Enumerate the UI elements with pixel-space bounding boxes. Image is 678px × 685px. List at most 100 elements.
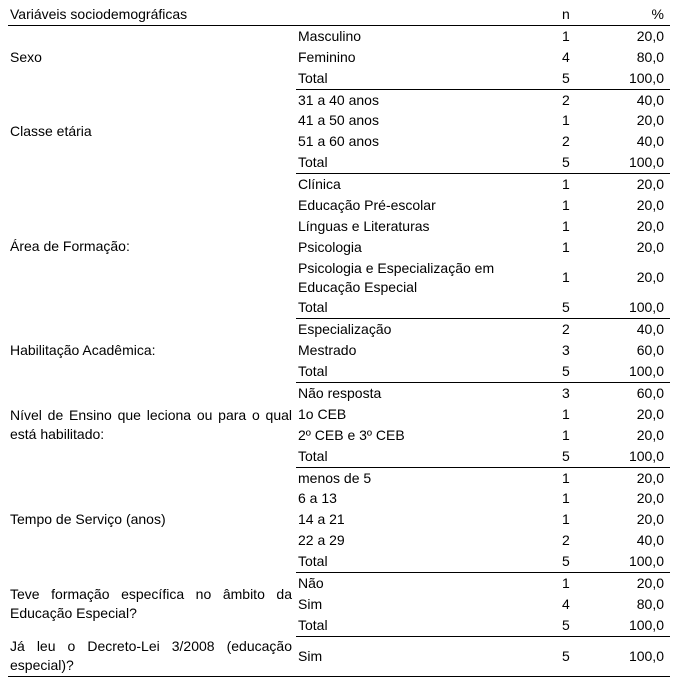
row-sub: Educação Pré-escolar	[296, 195, 556, 216]
row-n: 5	[556, 68, 606, 89]
row-pct: 40,0	[606, 131, 670, 152]
row-n: 1	[556, 467, 606, 488]
row-pct: 20,0	[606, 488, 670, 509]
row-n: 3	[556, 340, 606, 361]
row-pct: 60,0	[606, 383, 670, 404]
row-pct: 40,0	[606, 89, 670, 110]
table-row: SexoMasculino120,0	[8, 25, 670, 46]
row-n: 3	[556, 383, 606, 404]
table-row: Classe etária31 a 40 anos240,0	[8, 89, 670, 110]
table-row: Nível de Ensino que leciona ou para o qu…	[8, 383, 670, 404]
section-label: Tempo de Serviço (anos)	[8, 467, 296, 572]
row-n: 2	[556, 319, 606, 340]
row-n: 1	[556, 237, 606, 258]
row-pct: 20,0	[606, 467, 670, 488]
row-n: 4	[556, 47, 606, 68]
row-pct: 100,0	[606, 361, 670, 382]
table-row: Tempo de Serviço (anos)menos de 5120,0	[8, 467, 670, 488]
row-sub: Psicologia e Especialização em Educação …	[296, 258, 556, 298]
row-pct: 100,0	[606, 636, 670, 676]
header-n: n	[556, 4, 606, 25]
row-pct: 100,0	[606, 446, 670, 467]
row-pct: 20,0	[606, 174, 670, 195]
row-n: 5	[556, 152, 606, 173]
header-pct: %	[606, 4, 670, 25]
row-pct: 20,0	[606, 404, 670, 425]
row-n: 1	[556, 25, 606, 46]
row-n: 2	[556, 89, 606, 110]
row-pct: 40,0	[606, 319, 670, 340]
row-pct: 20,0	[606, 25, 670, 46]
row-n: 1	[556, 488, 606, 509]
row-pct: 20,0	[606, 216, 670, 237]
row-pct: 40,0	[606, 530, 670, 551]
row-sub: 51 a 60 anos	[296, 131, 556, 152]
header-label: Variáveis sociodemográficas	[8, 4, 556, 25]
row-sub: Total	[296, 615, 556, 636]
row-sub: Feminino	[296, 47, 556, 68]
row-sub: Não resposta	[296, 383, 556, 404]
row-sub: menos de 5	[296, 467, 556, 488]
row-n: 5	[556, 636, 606, 676]
row-pct: 20,0	[606, 258, 670, 298]
row-pct: 100,0	[606, 297, 670, 318]
row-pct: 100,0	[606, 551, 670, 572]
section-label: Área de Formação:	[8, 174, 296, 319]
row-pct: 20,0	[606, 425, 670, 446]
row-pct: 80,0	[606, 47, 670, 68]
row-n: 1	[556, 216, 606, 237]
row-sub: 2º CEB e 3º CEB	[296, 425, 556, 446]
row-pct: 100,0	[606, 152, 670, 173]
table-row: Teve formação específica no âmbito da Ed…	[8, 573, 670, 594]
row-sub: Total	[296, 68, 556, 89]
row-n: 2	[556, 530, 606, 551]
table-container: { "table": { "font_family": "Arial", "fo…	[0, 0, 678, 685]
row-pct: 60,0	[606, 340, 670, 361]
row-sub: 14 a 21	[296, 509, 556, 530]
row-n: 5	[556, 446, 606, 467]
row-pct: 20,0	[606, 237, 670, 258]
row-n: 5	[556, 615, 606, 636]
row-n: 2	[556, 131, 606, 152]
table-row: Área de Formação:Clínica120,0	[8, 174, 670, 195]
section-label: Habilitação Acadêmica:	[8, 319, 296, 383]
row-sub: Sim	[296, 594, 556, 615]
row-sub: Clínica	[296, 174, 556, 195]
section-label: Teve formação específica no âmbito da Ed…	[8, 573, 296, 637]
row-n: 1	[556, 110, 606, 131]
row-n: 1	[556, 174, 606, 195]
row-pct: 20,0	[606, 110, 670, 131]
section-label: Sexo	[8, 25, 296, 89]
row-pct: 20,0	[606, 509, 670, 530]
row-n: 5	[556, 297, 606, 318]
row-sub: Total	[296, 361, 556, 382]
row-pct: 20,0	[606, 195, 670, 216]
row-sub: 22 a 29	[296, 530, 556, 551]
row-n: 1	[556, 404, 606, 425]
row-sub: Total	[296, 446, 556, 467]
row-n: 1	[556, 509, 606, 530]
row-pct: 100,0	[606, 68, 670, 89]
row-sub: Psicologia	[296, 237, 556, 258]
row-sub: 41 a 50 anos	[296, 110, 556, 131]
row-sub: Total	[296, 152, 556, 173]
section-label: Já leu o Decreto-Lei 3/2008 (educação es…	[8, 636, 296, 676]
row-sub: Total	[296, 551, 556, 572]
table-row: Habilitação Acadêmica:Especialização240,…	[8, 319, 670, 340]
row-n: 5	[556, 361, 606, 382]
row-sub: Sim	[296, 636, 556, 676]
row-n: 1	[556, 425, 606, 446]
row-sub: Não	[296, 573, 556, 594]
row-n: 5	[556, 551, 606, 572]
sociodemographic-table: Variáveis sociodemográficasn%SexoMasculi…	[8, 4, 670, 677]
row-n: 4	[556, 594, 606, 615]
row-sub: Masculino	[296, 25, 556, 46]
section-label: Nível de Ensino que leciona ou para o qu…	[8, 383, 296, 468]
row-sub: 31 a 40 anos	[296, 89, 556, 110]
table-row: Já leu o Decreto-Lei 3/2008 (educação es…	[8, 636, 670, 676]
row-n: 1	[556, 195, 606, 216]
row-sub: Especialização	[296, 319, 556, 340]
row-n: 1	[556, 573, 606, 594]
row-sub: Mestrado	[296, 340, 556, 361]
row-pct: 100,0	[606, 615, 670, 636]
